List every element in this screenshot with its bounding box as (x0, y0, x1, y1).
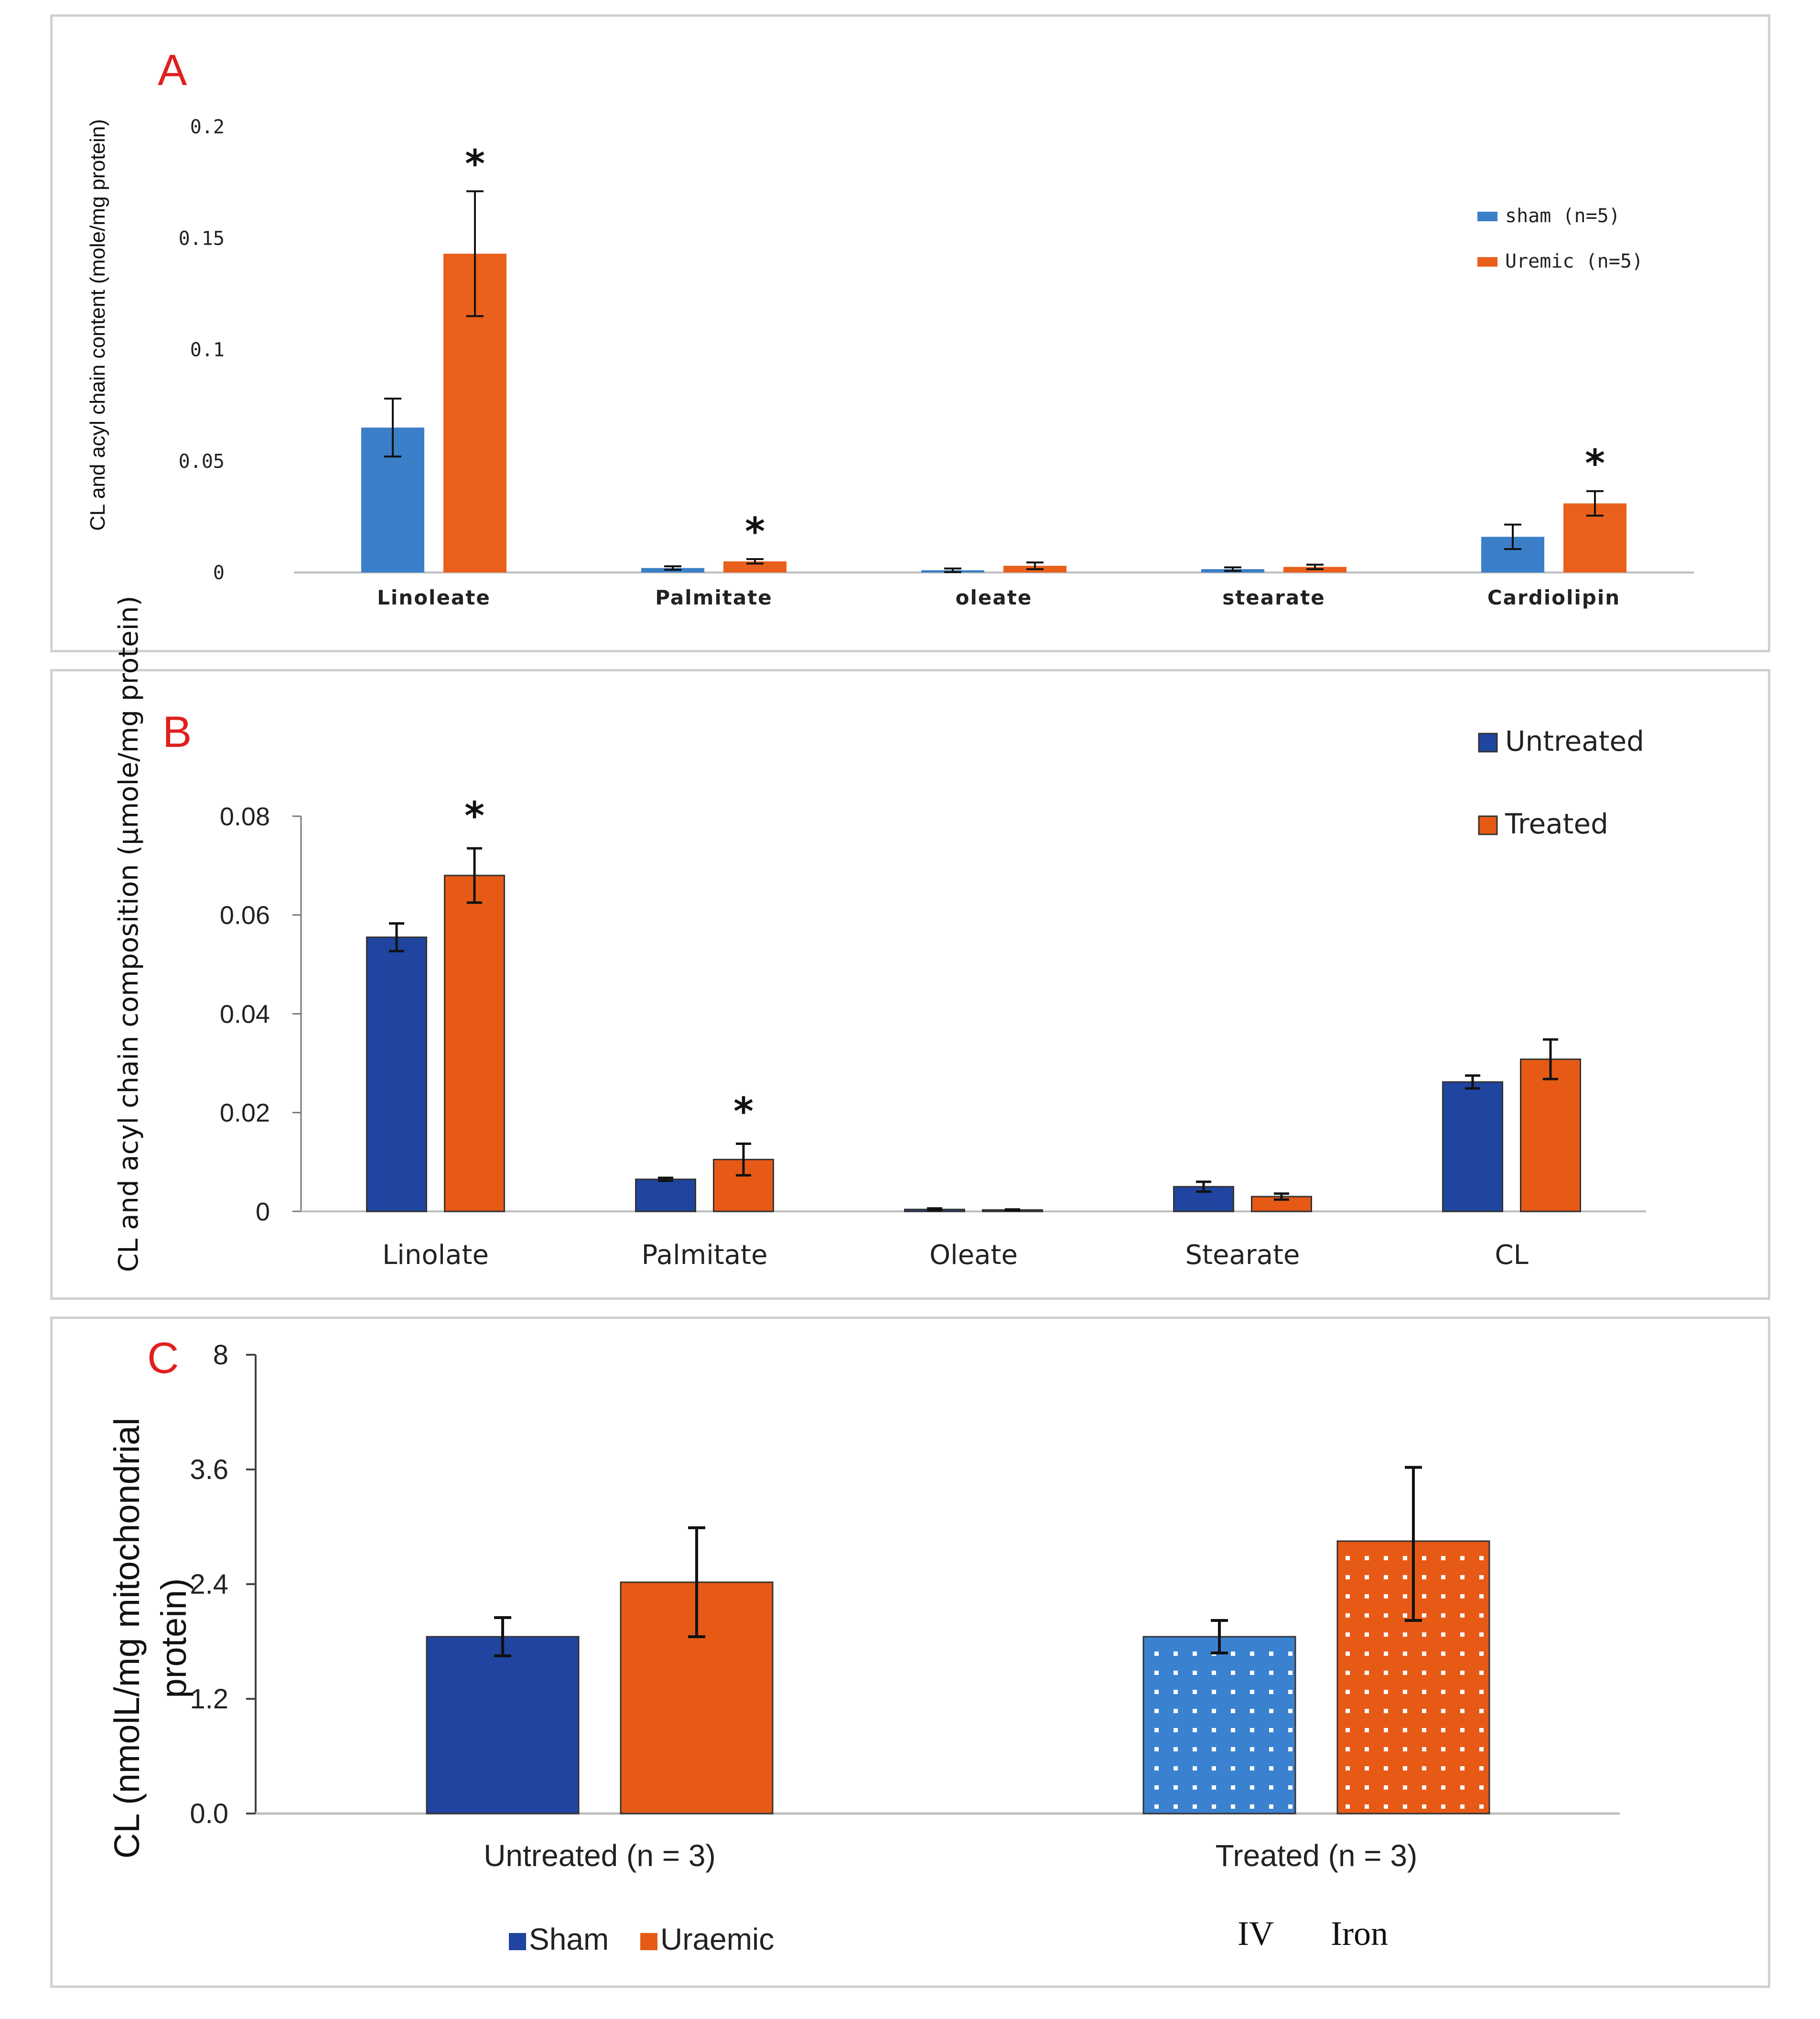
iron-label: Iron (1331, 1914, 1388, 1953)
bar (444, 875, 505, 1212)
bar (635, 1178, 696, 1212)
legend-label: Uraemic (660, 1922, 774, 1956)
y-tick-label: 0 (256, 1198, 270, 1226)
x-category-label: Palmitate (655, 586, 773, 609)
bar (426, 1636, 580, 1814)
significance-asterisk: * (465, 141, 485, 186)
y-tick-label: 0.05 (179, 451, 225, 473)
legend-label: Uremic (n=5) (1505, 250, 1643, 272)
y-tick-label: 0 (213, 562, 225, 584)
x-category-label: Oleate (929, 1240, 1018, 1271)
chart-a: 0 0.05 0.1 0.15 0.2 Linoleate Palmitate oleate s… (179, 116, 1694, 609)
y-tick-label: 0.08 (220, 802, 270, 831)
x-category-label: oleate (956, 586, 1033, 609)
significance-asterisk: * (733, 1089, 754, 1134)
x-category-label: CL (1495, 1240, 1528, 1271)
panel-b-label: B (162, 708, 192, 756)
x-category-label: Stearate (1185, 1240, 1300, 1271)
y-tick-label: 0.06 (220, 901, 270, 930)
legend-label: Treated (1505, 808, 1608, 840)
panel-a-label: A (158, 46, 187, 95)
y-tick-label: 0.15 (179, 227, 225, 249)
iv-label: IV (1238, 1914, 1274, 1953)
x-category-label: Cardiolipin (1487, 586, 1620, 609)
legend-swatch (1477, 257, 1497, 267)
y-tick-label: 0.02 (220, 1099, 270, 1127)
legend-swatch (509, 1933, 526, 1950)
legend-label: Untreated (1505, 725, 1644, 757)
bar (1520, 1058, 1581, 1212)
x-category-label: Linoleate (377, 586, 491, 609)
bar (1142, 1636, 1296, 1814)
x-category-label: Treated (n = 3) (1216, 1838, 1418, 1873)
legend-swatch (1477, 212, 1497, 221)
y-tick-label: 0.1 (190, 339, 225, 361)
y-tick-label: 0.04 (220, 1000, 270, 1028)
significance-asterisk: * (464, 794, 485, 838)
legend-label: sham (n=5) (1505, 205, 1620, 227)
x-category-label: Palmitate (642, 1240, 768, 1271)
y-tick-label: 8 (213, 1339, 228, 1371)
y-tick-label: 2.4 (190, 1569, 228, 1600)
legend-swatch (1478, 733, 1498, 753)
legend-label: Sham (529, 1922, 609, 1956)
y-tick-label: 0.0 (190, 1798, 228, 1829)
bar (723, 561, 786, 572)
significance-asterisk: * (745, 509, 765, 554)
x-category-label: stearate (1222, 586, 1325, 609)
y-tick-label: 0.2 (190, 116, 225, 138)
x-category-label: Untreated (n = 3) (484, 1838, 716, 1873)
y-tick-label: 1.2 (190, 1684, 228, 1715)
x-category-label: Linolate (382, 1240, 489, 1271)
y-tick-label: 3.6 (190, 1454, 228, 1485)
legend-swatch (640, 1933, 657, 1950)
panel-c-label: C (147, 1334, 179, 1382)
bar (366, 936, 427, 1212)
legend-swatch (1478, 815, 1498, 835)
chart-b: 0 0.02 0.04 0.06 0.08 Linolate Palmitate Oleate… (220, 725, 1646, 1271)
significance-asterisk: * (1585, 442, 1605, 486)
